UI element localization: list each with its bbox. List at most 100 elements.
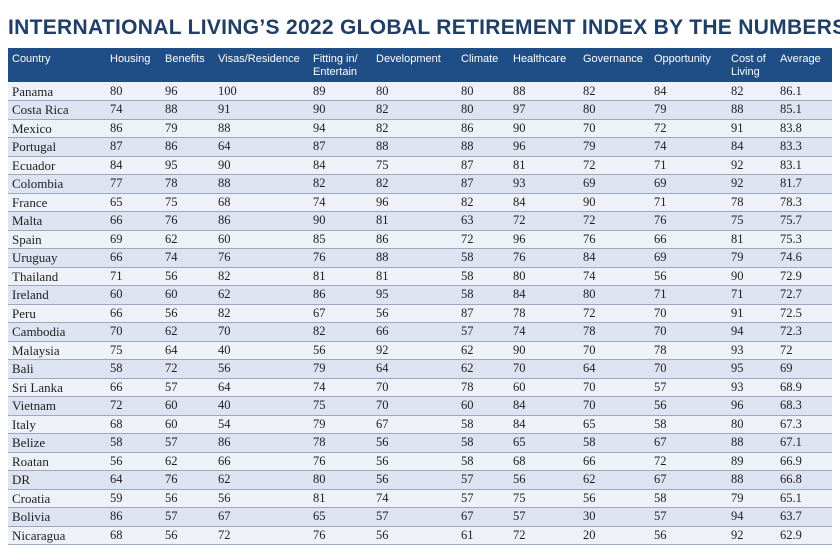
country-cell: Portugal — [8, 137, 106, 157]
score-cell: 20 — [579, 526, 650, 545]
table-row: Cambodia 70 62 70 82 66 57 74 78 70 94 72.3 — [8, 322, 832, 342]
score-cell: 57 — [161, 378, 214, 397]
score-cell: 90 — [309, 100, 372, 120]
score-cell: 40 — [214, 341, 309, 360]
country-cell: DR — [8, 470, 106, 490]
country-cell: Malaysia — [8, 341, 106, 360]
score-cell: 88 — [727, 100, 776, 120]
score-cell: 66 — [106, 211, 161, 231]
score-cell: 62.9 — [776, 526, 832, 545]
score-cell: 90 — [509, 341, 579, 360]
score-cell: 86 — [372, 230, 457, 249]
score-cell: 56 — [106, 452, 161, 471]
score-cell: 67.1 — [776, 433, 832, 453]
score-cell: 96 — [161, 82, 214, 101]
score-cell: 82 — [214, 304, 309, 323]
score-cell: 84 — [579, 248, 650, 268]
score-cell: 82 — [372, 174, 457, 194]
score-cell: 58 — [579, 433, 650, 453]
score-cell: 95 — [161, 156, 214, 175]
score-cell: 64 — [579, 359, 650, 379]
score-cell: 82 — [727, 82, 776, 101]
score-cell: 62 — [214, 285, 309, 305]
score-cell: 84 — [727, 137, 776, 157]
score-cell: 87 — [457, 174, 509, 194]
score-cell: 81 — [309, 267, 372, 286]
score-cell: 69 — [650, 248, 727, 268]
country-cell: Nicaragua — [8, 526, 106, 545]
score-cell: 58 — [457, 415, 509, 434]
score-cell: 67 — [372, 415, 457, 434]
score-cell: 57 — [161, 433, 214, 453]
score-cell: 97 — [509, 100, 579, 120]
score-cell: 75.3 — [776, 230, 832, 249]
score-cell: 58 — [457, 285, 509, 305]
score-cell: 80 — [727, 415, 776, 434]
score-cell: 77 — [106, 174, 161, 194]
score-cell: 79 — [727, 248, 776, 268]
country-cell: Malta — [8, 211, 106, 231]
score-cell: 65 — [509, 433, 579, 453]
table-row: Vietnam 72 60 40 75 70 60 84 70 56 96 68.3 — [8, 396, 832, 416]
score-cell: 78 — [309, 433, 372, 453]
score-cell: 40 — [214, 396, 309, 416]
score-cell: 66 — [106, 248, 161, 268]
score-cell: 87 — [106, 137, 161, 157]
country-cell: Italy — [8, 415, 106, 434]
score-cell: 70 — [214, 322, 309, 342]
table-row: Sri Lanka 66 57 64 74 70 78 60 70 57 93 68.9 — [8, 378, 832, 397]
score-cell: 87 — [457, 304, 509, 323]
score-cell: 76 — [161, 211, 214, 231]
score-cell: 82 — [309, 322, 372, 342]
score-cell: 93 — [509, 174, 579, 194]
score-cell: 91 — [727, 119, 776, 138]
score-cell: 70 — [372, 378, 457, 397]
score-cell: 81 — [309, 489, 372, 508]
score-cell: 83.8 — [776, 119, 832, 138]
table-row: Belize 58 57 86 78 56 58 65 58 67 88 67.1 — [8, 433, 832, 453]
score-cell: 61 — [457, 526, 509, 545]
score-cell: 90 — [309, 211, 372, 231]
score-cell: 85 — [309, 230, 372, 249]
score-cell: 78.3 — [776, 193, 832, 212]
score-cell: 56 — [372, 304, 457, 323]
score-cell: 84 — [509, 285, 579, 305]
score-cell: 75 — [106, 341, 161, 360]
score-cell: 85.1 — [776, 100, 832, 120]
score-cell: 81.7 — [776, 174, 832, 194]
score-cell: 76 — [650, 211, 727, 231]
score-cell: 88 — [372, 248, 457, 268]
score-cell: 74 — [650, 137, 727, 157]
score-cell: 70 — [106, 322, 161, 342]
score-cell: 67 — [214, 507, 309, 527]
score-cell: 63.7 — [776, 507, 832, 527]
score-cell: 62 — [214, 470, 309, 490]
country-cell: Roatan — [8, 452, 106, 471]
score-cell: 58 — [106, 359, 161, 379]
score-cell: 58 — [457, 433, 509, 453]
score-cell: 80 — [457, 100, 509, 120]
score-cell: 92 — [727, 526, 776, 545]
score-cell: 75 — [509, 489, 579, 508]
score-cell: 80 — [509, 267, 579, 286]
score-cell: 30 — [579, 507, 650, 527]
score-cell: 90 — [214, 156, 309, 175]
score-cell: 58 — [457, 267, 509, 286]
score-cell: 79 — [650, 100, 727, 120]
score-cell: 56 — [650, 267, 727, 286]
score-cell: 95 — [727, 359, 776, 379]
score-cell: 80 — [457, 82, 509, 101]
score-cell: 69 — [579, 174, 650, 194]
table-row: Ireland 60 60 62 86 95 58 84 80 71 71 72.7 — [8, 285, 832, 305]
score-cell: 82 — [579, 82, 650, 101]
country-cell: Colombia — [8, 174, 106, 194]
score-cell: 91 — [727, 304, 776, 323]
table-row: Italy 68 60 54 79 67 58 84 65 58 80 67.3 — [8, 415, 832, 434]
score-cell: 72 — [106, 396, 161, 416]
score-cell: 71 — [650, 285, 727, 305]
score-cell: 93 — [727, 378, 776, 397]
score-cell: 84 — [509, 415, 579, 434]
score-cell: 90 — [509, 119, 579, 138]
score-cell: 83.3 — [776, 137, 832, 157]
score-cell: 64 — [106, 470, 161, 490]
